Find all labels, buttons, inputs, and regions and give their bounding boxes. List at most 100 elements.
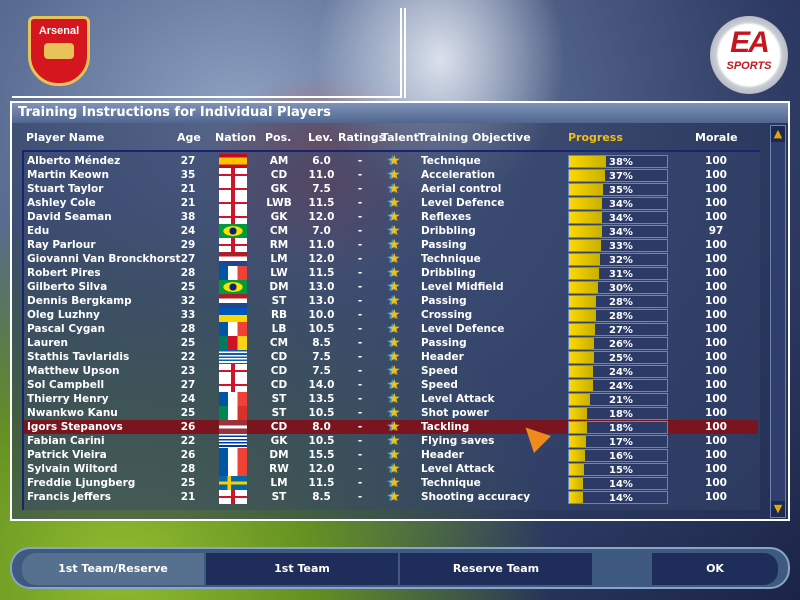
progress-bar: 14% (568, 491, 668, 504)
training-objective[interactable]: Speed (421, 379, 458, 391)
player-row[interactable]: Nwankwo Kanu 25 ST 10.5 - ★ Shot power 1… (24, 406, 758, 420)
player-morale: 100 (705, 491, 727, 503)
player-ratings: - (357, 337, 363, 349)
training-objective[interactable]: Level Defence (421, 323, 505, 335)
col-pos[interactable]: Pos. (265, 131, 292, 144)
progress-bar: 30% (568, 281, 668, 294)
player-row[interactable]: Matthew Upson 23 CD 7.5 - ★ Speed 24% 10… (24, 364, 758, 378)
player-level: 14.0 (308, 379, 335, 391)
player-ratings: - (357, 225, 363, 237)
player-row[interactable]: Stuart Taylor 21 GK 7.5 - ★ Aerial contr… (24, 182, 758, 196)
ok-button[interactable]: OK (652, 553, 778, 585)
player-ratings: - (357, 407, 363, 419)
club-crest-logo: Arsenal (28, 16, 90, 86)
england-flag-icon (219, 364, 247, 378)
training-objective[interactable]: Header (421, 449, 464, 461)
scrollbar[interactable]: ▲ ▼ (770, 125, 786, 518)
training-objective[interactable]: Aerial control (421, 183, 502, 195)
france-flag-icon (219, 266, 247, 280)
training-objective[interactable]: Level Midfield (421, 281, 504, 293)
uruguay-flag-icon (219, 434, 247, 448)
player-position: LM (270, 253, 288, 265)
player-row[interactable]: Thierry Henry 24 ST 13.5 - ★ Level Attac… (24, 392, 758, 406)
training-objective[interactable]: Passing (421, 295, 467, 307)
progress-bar: 24% (568, 379, 668, 392)
talent-star-icon: ★ (388, 167, 401, 183)
training-objective[interactable]: Technique (421, 477, 481, 489)
training-objective[interactable]: Speed (421, 365, 458, 377)
player-row[interactable]: Martin Keown 35 CD 11.0 - ★ Acceleration… (24, 168, 758, 182)
col-lev[interactable]: Lev. (308, 131, 333, 144)
col-morale[interactable]: Morale (695, 131, 738, 144)
col-talent[interactable]: Talent (381, 131, 419, 144)
training-objective[interactable]: Shot power (421, 407, 489, 419)
col-player-name[interactable]: Player Name (26, 131, 105, 144)
spain-flag-icon (219, 154, 247, 168)
training-objective[interactable]: Passing (421, 337, 467, 349)
player-row[interactable]: Sylvain Wiltord 28 RW 12.0 - ★ Level Att… (24, 462, 758, 476)
training-objective[interactable]: Header (421, 351, 464, 363)
col-progress[interactable]: Progress (568, 131, 623, 144)
training-objective[interactable]: Shooting accuracy (421, 491, 531, 503)
progress-bar: 24% (568, 365, 668, 378)
talent-star-icon: ★ (388, 475, 401, 491)
first-team-reserve-button[interactable]: 1st Team/Reserve (22, 553, 204, 585)
player-row[interactable]: Sol Campbell 27 CD 14.0 - ★ Speed 24% 10… (24, 378, 758, 392)
progress-fill (569, 240, 602, 251)
talent-star-icon: ★ (388, 209, 401, 225)
progress-fill (569, 268, 600, 279)
col-objective[interactable]: Training Objective (418, 131, 531, 144)
training-objective[interactable]: Crossing (421, 309, 473, 321)
training-objective[interactable]: Flying saves (421, 435, 495, 447)
player-row[interactable]: Edu 24 CM 7.0 - ★ Dribbling 34% 97 (24, 224, 758, 238)
player-row[interactable]: Alberto Méndez 27 AM 6.0 - ★ Technique 3… (24, 154, 758, 168)
training-objective[interactable]: Technique (421, 155, 481, 167)
arrow-down-icon[interactable]: ▼ (771, 501, 785, 517)
player-row[interactable]: Fabian Carini 22 GK 10.5 - ★ Flying save… (24, 434, 758, 448)
progress-bar: 25% (568, 351, 668, 364)
training-objective[interactable]: Dribbling (421, 225, 476, 237)
bottom-button-bar: 1st Team/Reserve 1st Team Reserve Team O… (10, 547, 790, 589)
player-row[interactable]: Giovanni Van Bronckhorst 27 LM 12.0 - ★ … (24, 252, 758, 266)
talent-star-icon: ★ (388, 293, 401, 309)
player-name: Fabian Carini (27, 435, 105, 447)
col-nation[interactable]: Nation (215, 131, 257, 144)
player-row[interactable]: Freddie Ljungberg 25 LM 11.5 - ★ Techniq… (24, 476, 758, 490)
player-morale: 100 (705, 239, 727, 251)
reserve-team-button[interactable]: Reserve Team (400, 553, 592, 585)
player-row[interactable]: Igors Stepanovs 26 CD 8.0 - ★ Tackling 1… (24, 420, 758, 434)
training-objective[interactable]: Level Attack (421, 463, 495, 475)
player-ratings: - (357, 435, 363, 447)
training-objective[interactable]: Level Defence (421, 197, 505, 209)
player-row[interactable]: Pascal Cygan 28 LB 10.5 - ★ Level Defenc… (24, 322, 758, 336)
col-age[interactable]: Age (177, 131, 201, 144)
player-row[interactable]: Lauren 25 CM 8.5 - ★ Passing 26% 100 (24, 336, 758, 350)
player-level: 6.0 (312, 155, 331, 167)
player-row[interactable]: Dennis Bergkamp 32 ST 13.0 - ★ Passing 2… (24, 294, 758, 308)
player-row[interactable]: Gilberto Silva 25 DM 13.0 - ★ Level Midf… (24, 280, 758, 294)
player-level: 7.5 (312, 365, 331, 377)
training-objective[interactable]: Reflexes (421, 211, 472, 223)
col-ratings[interactable]: Ratings (338, 131, 386, 144)
training-objective[interactable]: Technique (421, 253, 481, 265)
training-objective[interactable]: Level Attack (421, 393, 495, 405)
player-row[interactable]: Ashley Cole 21 LWB 11.5 - ★ Level Defenc… (24, 196, 758, 210)
player-row[interactable]: Oleg Luzhny 33 RB 10.0 - ★ Crossing 28% … (24, 308, 758, 322)
first-team-button[interactable]: 1st Team (206, 553, 398, 585)
player-row[interactable]: David Seaman 38 GK 12.0 - ★ Reflexes 34%… (24, 210, 758, 224)
player-row[interactable]: Francis Jeffers 21 ST 8.5 - ★ Shooting a… (24, 490, 758, 504)
player-position: CD (270, 169, 288, 181)
progress-label: 33% (609, 241, 633, 252)
training-objective[interactable]: Passing (421, 239, 467, 251)
training-objective[interactable]: Tackling (421, 421, 470, 433)
player-ratings: - (357, 463, 363, 475)
player-level: 13.0 (308, 295, 335, 307)
arrow-up-icon[interactable]: ▲ (771, 126, 785, 142)
training-objective[interactable]: Acceleration (421, 169, 495, 181)
player-level: 11.5 (308, 197, 335, 209)
player-row[interactable]: Robert Pires 28 LW 11.5 - ★ Dribbling 31… (24, 266, 758, 280)
training-objective[interactable]: Dribbling (421, 267, 476, 279)
player-row[interactable]: Ray Parlour 29 RM 11.0 - ★ Passing 33% 1… (24, 238, 758, 252)
player-row[interactable]: Stathis Tavlaridis 22 CD 7.5 - ★ Header … (24, 350, 758, 364)
player-row[interactable]: Patrick Vieira 26 DM 15.5 - ★ Header 16%… (24, 448, 758, 462)
